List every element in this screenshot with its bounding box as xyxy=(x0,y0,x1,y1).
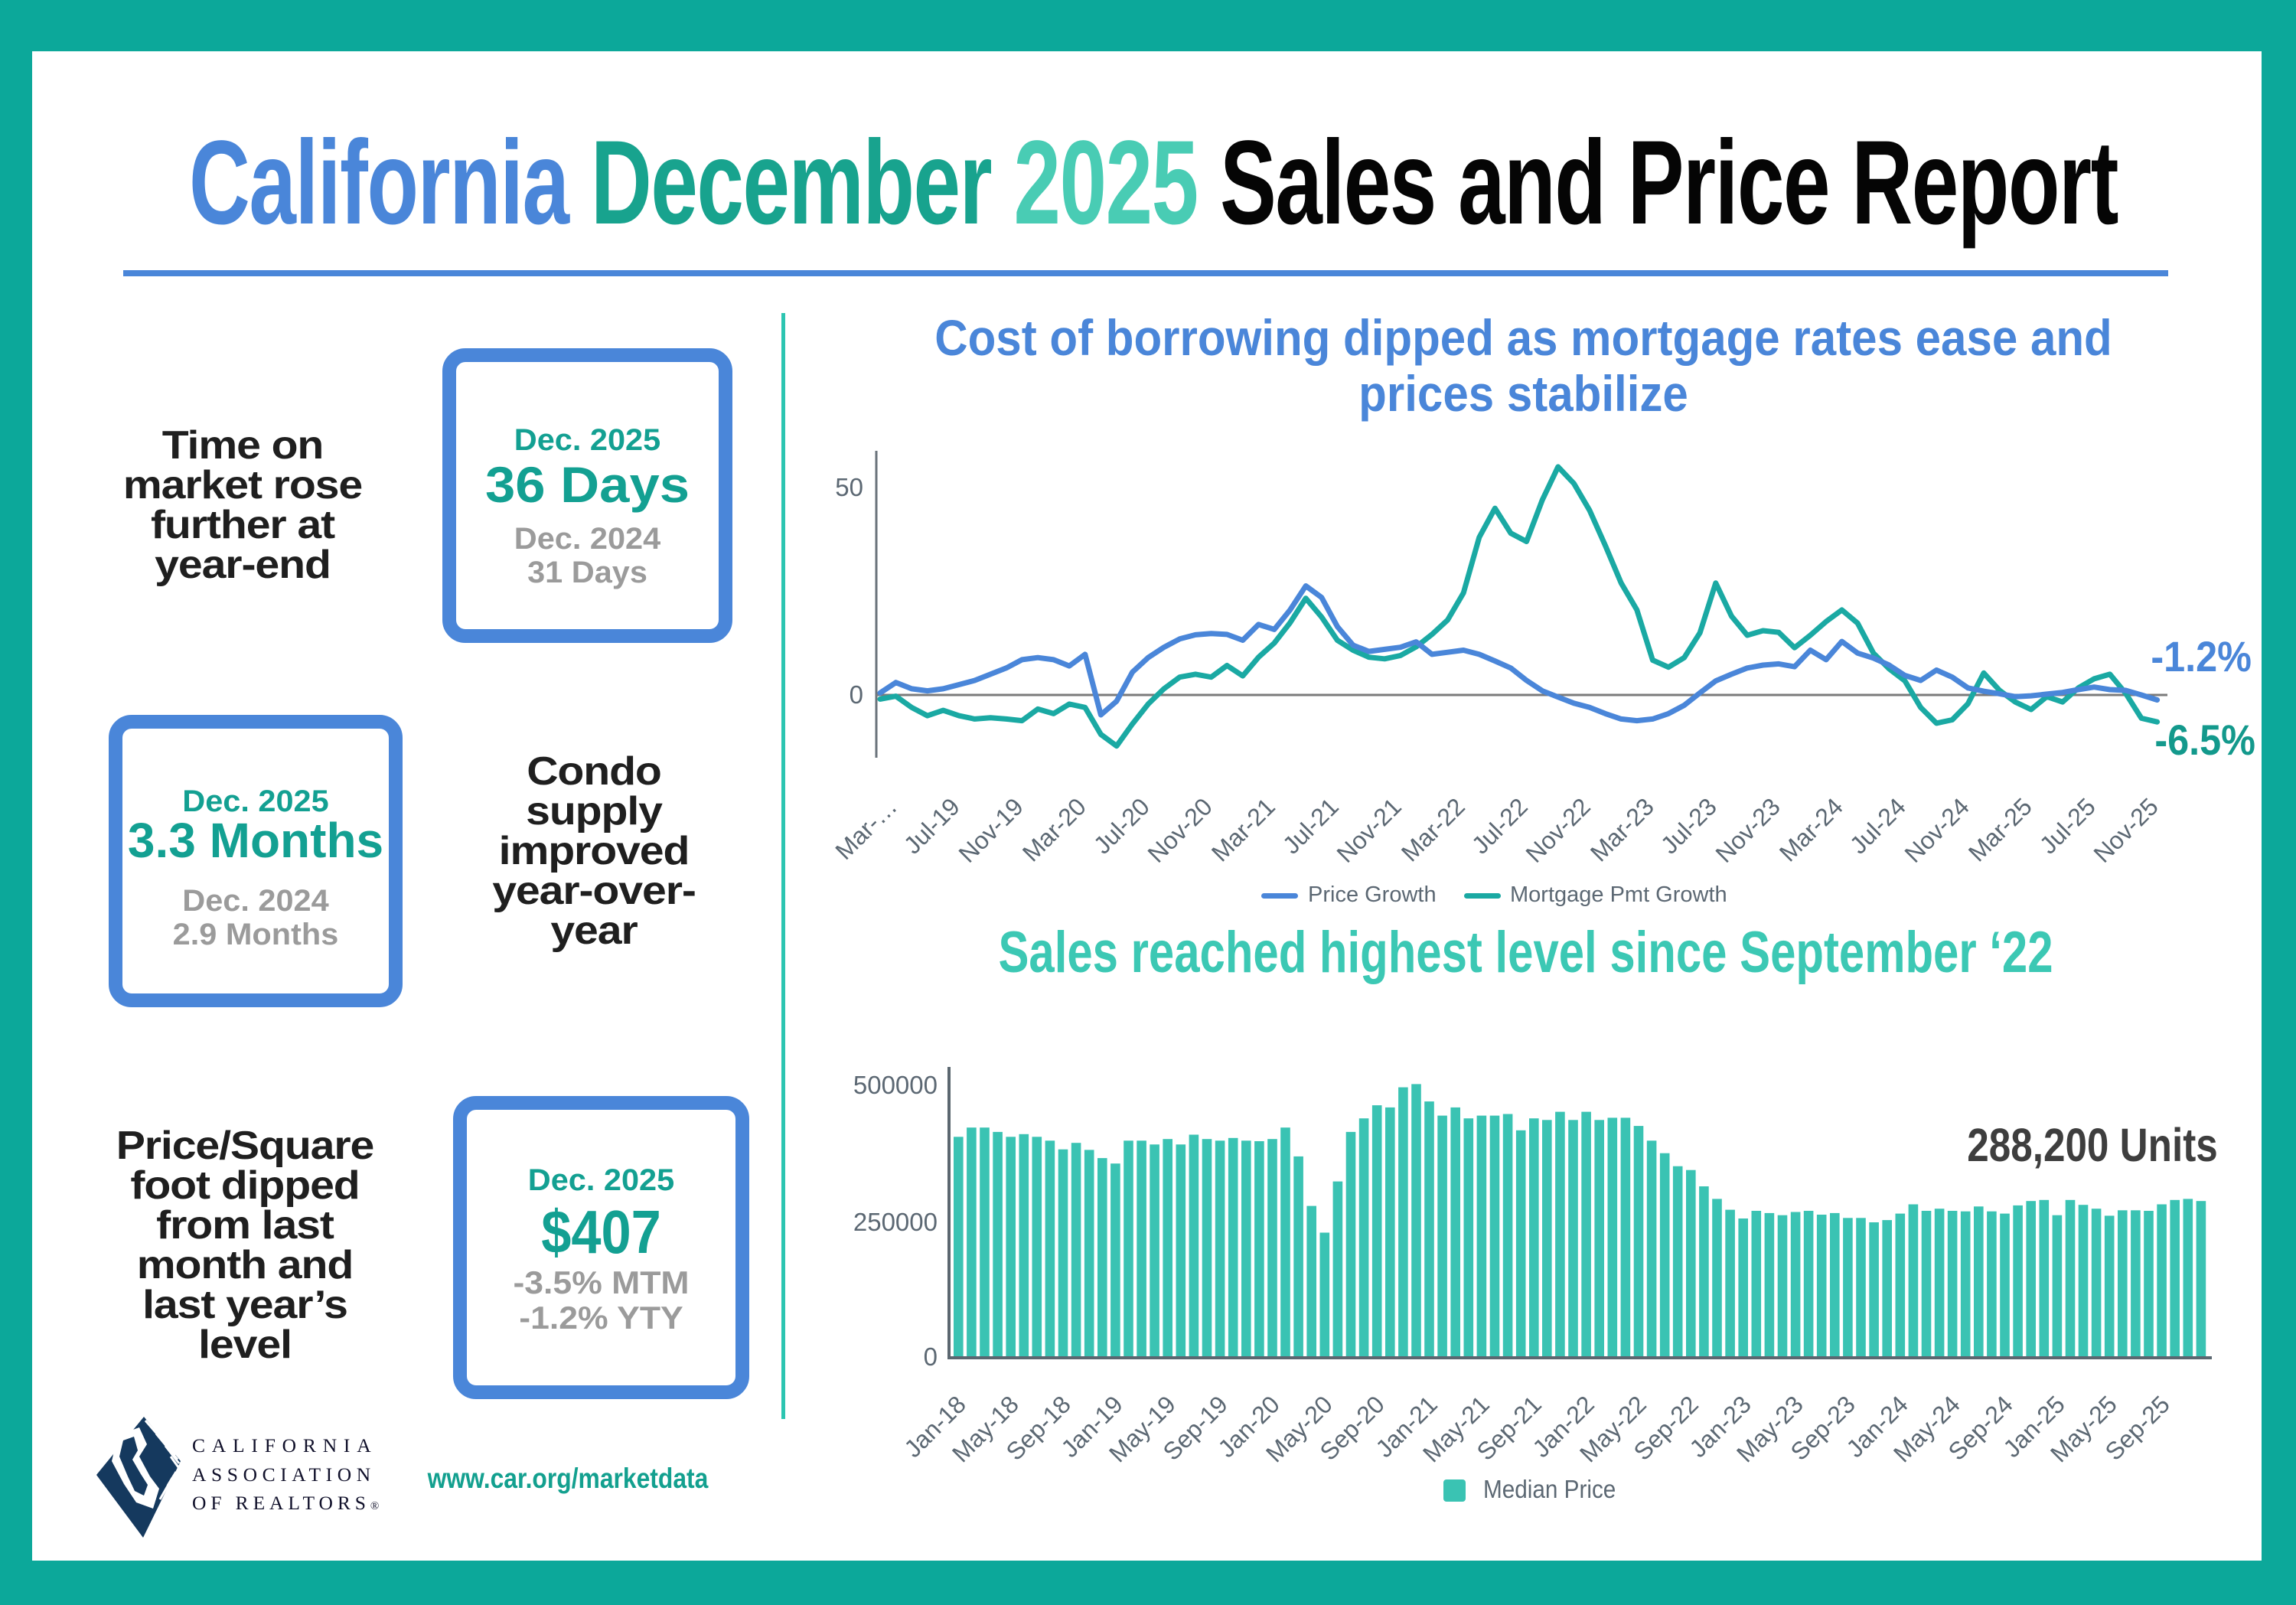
svg-text:Mar-…: Mar-… xyxy=(830,792,902,865)
svg-text:Nov-25: Nov-25 xyxy=(2089,792,2164,867)
svg-text:50: 50 xyxy=(835,473,863,501)
svg-text:500000: 500000 xyxy=(853,1071,938,1099)
svg-text:Nov-20: Nov-20 xyxy=(1143,792,1218,867)
svg-text:Mar-23: Mar-23 xyxy=(1585,792,1659,866)
svg-text:0: 0 xyxy=(924,1342,938,1371)
svg-text:Mar-24: Mar-24 xyxy=(1774,792,1848,866)
svg-text:Mar-25: Mar-25 xyxy=(1963,792,2037,866)
svg-text:Mar-20: Mar-20 xyxy=(1017,792,1091,866)
svg-text:Mar-21: Mar-21 xyxy=(1206,792,1280,866)
svg-text:Nov-23: Nov-23 xyxy=(1711,792,1786,867)
svg-text:250000: 250000 xyxy=(853,1208,938,1236)
svg-text:Nov-19: Nov-19 xyxy=(954,792,1029,867)
svg-text:0: 0 xyxy=(850,680,863,709)
svg-text:Mar-22: Mar-22 xyxy=(1396,792,1470,866)
svg-text:Nov-21: Nov-21 xyxy=(1332,792,1407,867)
svg-text:Nov-22: Nov-22 xyxy=(1521,792,1596,867)
svg-text:Nov-24: Nov-24 xyxy=(1900,792,1975,867)
